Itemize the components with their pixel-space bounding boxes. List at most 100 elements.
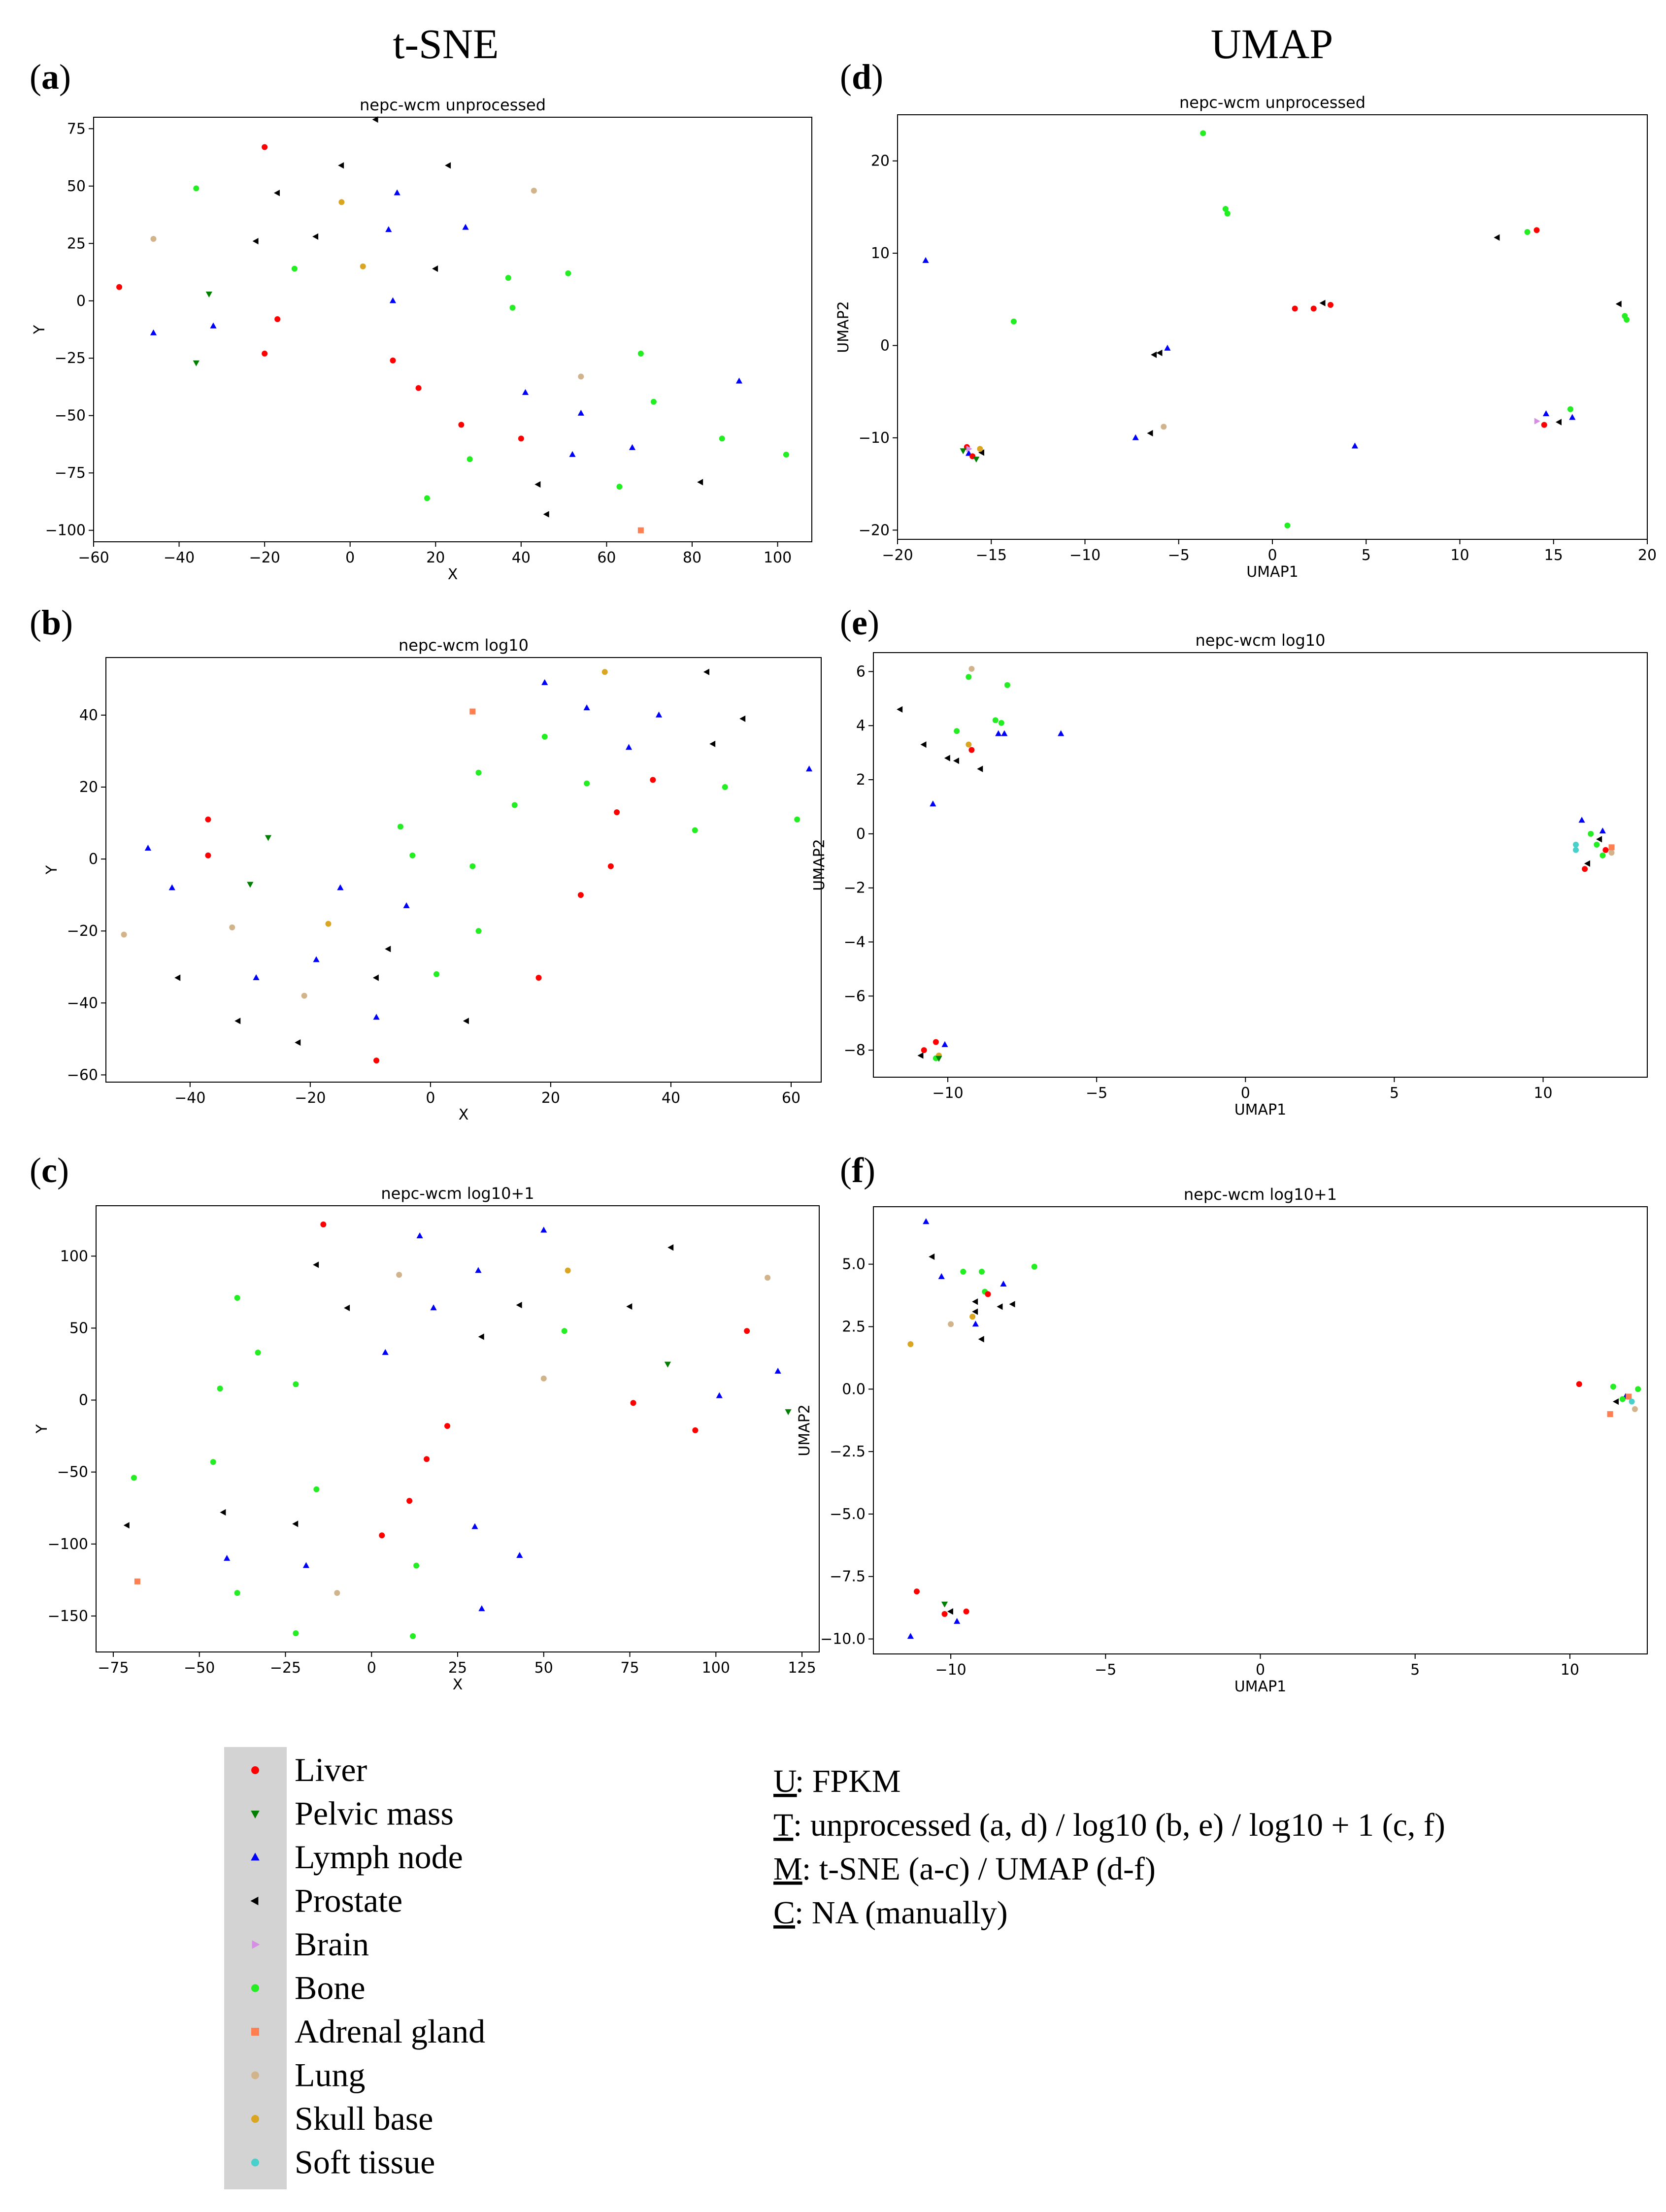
point-liver bbox=[116, 284, 123, 290]
legend-label-brain: Brain bbox=[295, 1925, 369, 1963]
point-bone bbox=[193, 185, 200, 192]
point-lymph-node bbox=[168, 884, 175, 891]
note-u-text: : FPKM bbox=[795, 1763, 901, 1799]
point-lymph-node bbox=[774, 1367, 781, 1374]
point-bone bbox=[291, 265, 298, 272]
panel-e: (e) nepc-wcm log10 −10 −5 0 5 10 6 4 2 0 −2 −4 −6 −8 UM… bbox=[811, 603, 1648, 1119]
point-prostate bbox=[534, 481, 541, 488]
point-bone bbox=[561, 1328, 567, 1334]
y-tick-label: −60 bbox=[67, 1066, 98, 1084]
panel-label-e: (e) bbox=[840, 603, 879, 642]
point-prostate bbox=[972, 1308, 978, 1315]
x-tick-label: 0 bbox=[367, 1659, 376, 1677]
point-prostate bbox=[463, 1018, 469, 1024]
point-lymph-node bbox=[569, 451, 576, 457]
point-lymph-node bbox=[805, 765, 813, 772]
legend-item-adrenal-gland: Adrenal gland bbox=[251, 2013, 485, 2050]
x-tick-label: 20 bbox=[541, 1089, 560, 1107]
point-bone bbox=[234, 1590, 240, 1596]
point-bone bbox=[210, 1459, 216, 1465]
y-tick-label: 0 bbox=[856, 825, 866, 843]
point-adrenal-gland bbox=[469, 708, 476, 715]
point-bone bbox=[1635, 1386, 1641, 1392]
point-lymph-node bbox=[716, 1392, 723, 1398]
legend-label-prostate: Prostate bbox=[295, 1882, 402, 1919]
point-liver bbox=[744, 1328, 750, 1334]
legend: Liver Pelvic mass Lymph node Prostate Brain B… bbox=[224, 1747, 485, 2189]
x-axis-label-e: UMAP1 bbox=[1234, 1101, 1287, 1119]
note-u: U : FPKM bbox=[773, 1763, 901, 1799]
point-lymph-node bbox=[224, 1554, 231, 1561]
legend-label-lung: Lung bbox=[295, 2056, 366, 2094]
y-tick-label: −2.5 bbox=[830, 1443, 866, 1460]
points-b bbox=[121, 668, 813, 1064]
point-lymph-node bbox=[735, 377, 743, 384]
y-axis-label-d: UMAP2 bbox=[835, 301, 852, 353]
point-prostate bbox=[703, 668, 709, 675]
point-bone bbox=[293, 1381, 299, 1387]
y-tick-label: −100 bbox=[45, 522, 86, 539]
point-bone bbox=[541, 733, 548, 740]
point-liver bbox=[518, 435, 524, 442]
point-liver bbox=[650, 777, 656, 783]
legend-label-liver: Liver bbox=[295, 1751, 367, 1788]
point-bone bbox=[565, 270, 571, 276]
x-tick-label: 50 bbox=[534, 1659, 553, 1677]
point-lymph-node bbox=[416, 1232, 423, 1239]
point-bone bbox=[433, 971, 440, 977]
point-lymph-node bbox=[629, 444, 636, 450]
point-lymph-node bbox=[541, 679, 548, 685]
x-tick-label: 0 bbox=[1241, 1085, 1250, 1102]
x-tick-label: 60 bbox=[782, 1089, 800, 1107]
note-u-key: U bbox=[773, 1763, 797, 1799]
panel-label-c: (c) bbox=[30, 1151, 69, 1190]
point-bone bbox=[1588, 830, 1594, 837]
y-tick-label: 40 bbox=[79, 707, 98, 724]
point-skull-base bbox=[969, 1314, 976, 1320]
point-liver bbox=[373, 1057, 380, 1064]
point-prostate bbox=[739, 715, 746, 722]
point-liver bbox=[262, 144, 268, 150]
x-tick-label: 0 bbox=[345, 549, 355, 566]
point-prostate bbox=[920, 741, 927, 748]
point-pelvic-mass bbox=[941, 1601, 948, 1608]
point-lymph-node bbox=[430, 1304, 437, 1311]
x-tick-label: 10 bbox=[1450, 547, 1469, 564]
points-a bbox=[116, 116, 789, 533]
point-liver bbox=[607, 863, 614, 869]
point-prostate bbox=[1494, 234, 1500, 241]
point-prostate bbox=[947, 1608, 953, 1615]
y-tick-label: −6 bbox=[844, 988, 866, 1005]
x-tick-label: 125 bbox=[788, 1659, 816, 1677]
point-bone bbox=[1224, 210, 1231, 217]
point-prostate bbox=[312, 233, 319, 240]
point-bone bbox=[1010, 318, 1017, 325]
point-lymph-node bbox=[1058, 730, 1065, 736]
points-e bbox=[897, 665, 1615, 1062]
point-prostate bbox=[516, 1302, 522, 1309]
point-pelvic-mass bbox=[785, 1409, 792, 1416]
note-m-text: : t-SNE (a-c) / UMAP (d-f) bbox=[802, 1851, 1156, 1887]
point-bone bbox=[413, 1562, 420, 1569]
x-tick-label: 15 bbox=[1544, 547, 1563, 564]
point-adrenal-gland bbox=[134, 1578, 140, 1585]
x-tick-label: −5 bbox=[1095, 1661, 1116, 1679]
point-lymph-node bbox=[625, 744, 633, 750]
y-tick-label: 0 bbox=[89, 851, 98, 868]
pelvic-mass-marker bbox=[251, 1811, 260, 1819]
point-liver bbox=[458, 422, 465, 428]
panel-label-b: (b) bbox=[30, 603, 73, 642]
note-m: M : t-SNE (a-c) / UMAP (d-f) bbox=[773, 1851, 1156, 1887]
skull-base-marker bbox=[251, 2115, 259, 2123]
y-tick-label: 0 bbox=[880, 337, 890, 354]
point-bone bbox=[475, 928, 482, 934]
point-lymph-node bbox=[1132, 434, 1139, 440]
point-prostate bbox=[1009, 1301, 1015, 1308]
point-bone bbox=[217, 1386, 223, 1392]
point-lymph-node bbox=[462, 224, 469, 230]
point-prostate bbox=[385, 946, 391, 953]
points-c bbox=[123, 1221, 792, 1639]
y-axis-label-a: Y bbox=[31, 325, 48, 334]
x-tick-label: −20 bbox=[882, 547, 913, 564]
